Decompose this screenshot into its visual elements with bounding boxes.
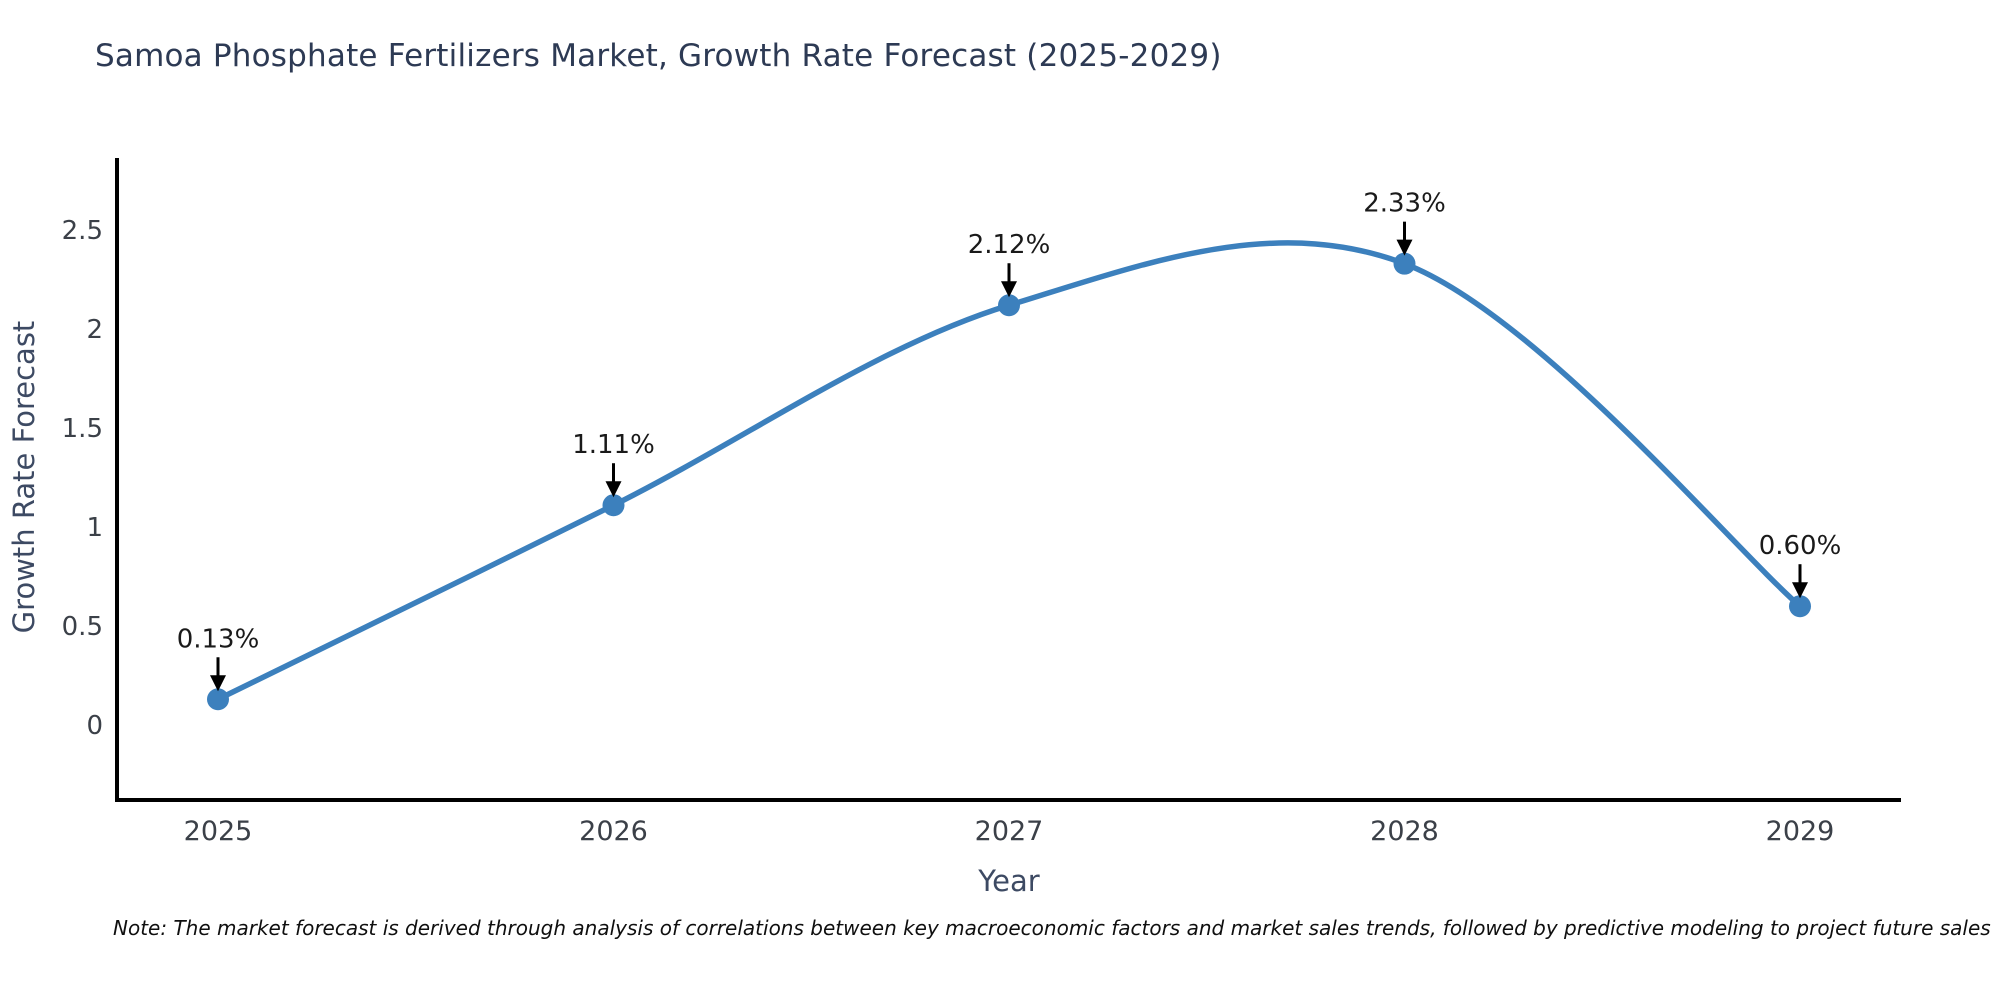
data-point-marker — [998, 294, 1020, 317]
data-point-marker — [207, 688, 229, 711]
annotation-arrowhead — [605, 481, 622, 498]
x-tick-label: 2029 — [1766, 816, 1835, 847]
annotation-arrowhead — [1396, 239, 1413, 256]
y-tick-labels: 0 0.5 1 1.5 2 2.5 — [62, 216, 103, 741]
y-tick-label: 2.5 — [62, 216, 103, 246]
annotation-arrowhead — [1792, 582, 1808, 599]
data-point-markers — [207, 252, 1811, 711]
x-tick-label: 2026 — [579, 816, 648, 847]
x-tick-label: 2025 — [184, 816, 253, 847]
annotation-label: 0.60% — [1759, 531, 1842, 561]
x-tick-label: 2028 — [1370, 816, 1439, 847]
data-point-marker — [602, 494, 625, 517]
x-axis-label: Year — [977, 864, 1039, 898]
y-tick-label: 0 — [86, 711, 103, 741]
data-point-marker — [1393, 252, 1416, 275]
annotation-arrowhead — [210, 675, 226, 692]
x-tick-labels: 2025 2026 2027 2028 2029 — [184, 816, 1835, 847]
axes — [115, 158, 1901, 802]
annotation-label: 1.11% — [572, 430, 655, 460]
annotation-label: 2.33% — [1363, 189, 1446, 219]
data-point-marker — [1789, 595, 1811, 618]
y-axis-label: Growth Rate Forecast — [7, 321, 41, 634]
annotation-label: 0.13% — [177, 624, 260, 654]
x-tick-label: 2027 — [975, 816, 1044, 847]
annotations: 0.13% 1.11% 2.12% 2.33% 0.60% — [177, 189, 1842, 692]
chart-title: Samoa Phosphate Fertilizers Market, Grow… — [95, 38, 1222, 74]
y-tick-label: 1.5 — [62, 414, 103, 444]
footnote: Note: The market forecast is derived thr… — [113, 916, 1991, 940]
y-tick-label: 2 — [86, 315, 103, 345]
annotation-arrowhead — [1001, 281, 1017, 298]
annotation-label: 2.12% — [968, 230, 1051, 260]
y-tick-label: 0.5 — [62, 612, 103, 642]
y-tick-label: 1 — [86, 513, 103, 543]
